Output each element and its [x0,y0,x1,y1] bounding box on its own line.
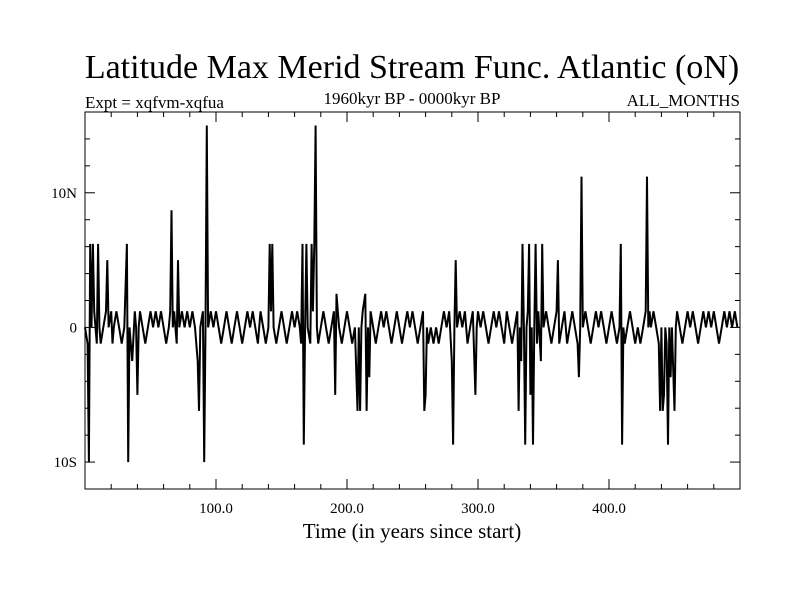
x-tick-label: 100.0 [199,501,233,517]
axis-ticks [85,112,740,489]
y-tick-label: 0 [70,320,78,336]
chart-title: Latitude Max Merid Stream Func. Atlantic… [85,49,739,86]
x-tick-label: 400.0 [592,501,626,517]
experiment-label: Expt = xqfvm-xqfua [85,93,224,112]
x-tick-label: 200.0 [330,501,364,517]
axis-tick-labels: 100.0 200.0 300.0 400.0 10S 0 10N [51,186,626,517]
y-tick-label: 10N [51,186,77,202]
time-range-label: 1960kyr BP - 0000kyr BP [324,89,501,108]
y-tick-label: 10S [54,455,77,471]
series-line [84,125,739,463]
plot-frame [84,111,741,490]
months-label: ALL_MONTHS [627,91,740,110]
x-tick-label: 300.0 [461,501,495,517]
x-axis-label: Time (in years since start) [303,519,522,543]
